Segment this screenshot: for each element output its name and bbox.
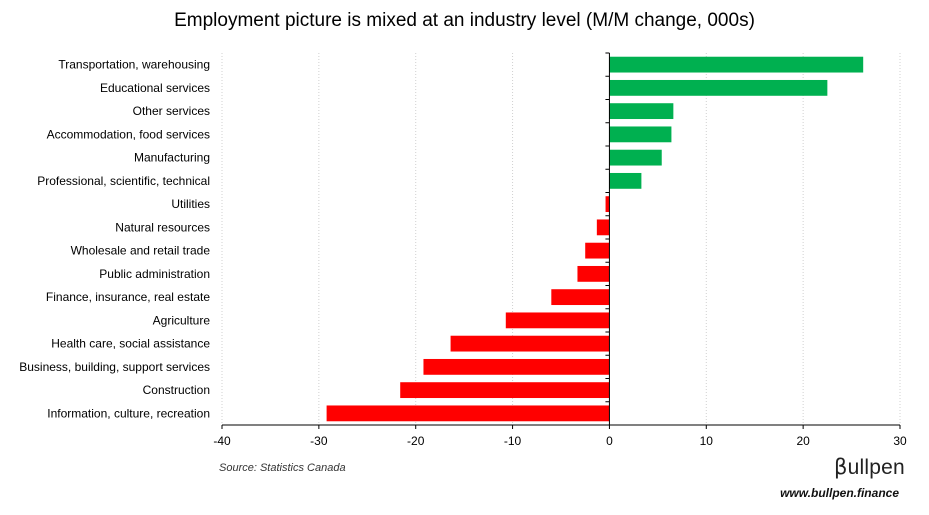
x-tick-label: -20 [407, 434, 425, 448]
x-tick-labels: -40 -30 -20 -10 0 10 20 30 [213, 434, 907, 448]
category-label: Natural resources [115, 220, 210, 234]
category-labels: Transportation, warehousing Educational s… [19, 58, 210, 421]
bar [609, 79, 828, 96]
category-label: Construction [143, 383, 210, 397]
bar [609, 126, 672, 143]
bar [551, 289, 610, 306]
source-note: Source: Statistics Canada [219, 462, 346, 474]
bar [326, 405, 610, 422]
bar [577, 265, 610, 282]
category-label: Wholesale and retail trade [71, 244, 211, 258]
x-tick-label: 30 [893, 434, 907, 448]
bullpen-logo: βullpen [834, 455, 905, 479]
category-label: Transportation, warehousing [58, 58, 210, 72]
bar [423, 358, 610, 375]
x-tick-label: -40 [213, 434, 231, 448]
category-label: Other services [133, 104, 210, 118]
bar [505, 312, 610, 329]
category-label: Finance, insurance, real estate [46, 290, 210, 304]
x-tick-label: 10 [700, 434, 714, 448]
category-label: Business, building, support services [19, 360, 210, 374]
bar [609, 149, 662, 166]
category-label: Agriculture [153, 313, 211, 327]
category-label: Professional, scientific, technical [37, 174, 210, 188]
x-tick-label: -10 [504, 434, 522, 448]
category-label: Health care, social assistance [51, 337, 210, 351]
bars [326, 56, 864, 422]
category-label: Public administration [99, 267, 210, 281]
bar [609, 56, 864, 73]
category-label: Information, culture, recreation [47, 406, 210, 420]
x-tick-label: 0 [606, 434, 613, 448]
category-label: Utilities [171, 197, 210, 211]
x-tick-label: -30 [310, 434, 328, 448]
axes [221, 52, 901, 429]
bar [596, 219, 610, 236]
chart-title: Employment picture is mixed at an indust… [174, 10, 755, 31]
category-label: Accommodation, food services [47, 127, 210, 141]
bar [609, 172, 642, 189]
bar [400, 382, 610, 399]
bar [605, 196, 610, 213]
category-label: Manufacturing [134, 151, 210, 165]
bar [585, 242, 610, 259]
category-label: Educational services [100, 81, 210, 95]
bar [450, 335, 610, 352]
bar [609, 103, 674, 120]
x-tick-label: 20 [796, 434, 810, 448]
website-url: www.bullpen.finance [780, 486, 899, 500]
